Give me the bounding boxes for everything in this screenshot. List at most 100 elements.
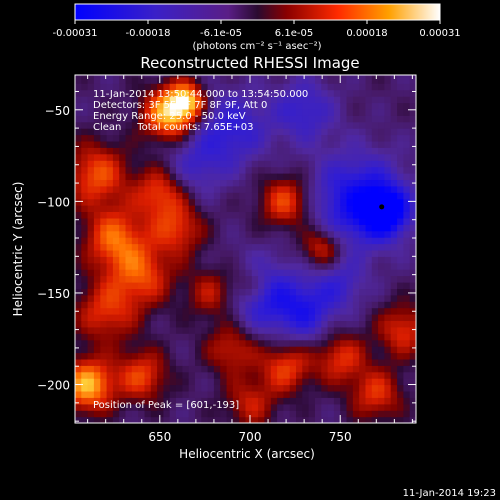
- heatmap-cell: [346, 352, 354, 360]
- heatmap-cell: [239, 185, 247, 193]
- heatmap-cell: [119, 224, 127, 232]
- heatmap-cell: [220, 275, 228, 283]
- heatmap-cell: [150, 76, 158, 84]
- heatmap-cell: [258, 75, 266, 78]
- heatmap-cell: [169, 320, 177, 328]
- heatmap-cell: [296, 333, 303, 341]
- heatmap-cell: [359, 314, 367, 322]
- heatmap-cell: [258, 371, 266, 379]
- heatmap-cell: [131, 102, 139, 110]
- heatmap-cell: [106, 237, 114, 245]
- heatmap-cell: [264, 115, 272, 123]
- heatmap-cell: [321, 205, 329, 213]
- heatmap-cell: [403, 416, 411, 423]
- heatmap-cell: [403, 314, 411, 322]
- heatmap-cell: [93, 76, 101, 84]
- heatmap-cell: [289, 346, 297, 354]
- heatmap-cell: [296, 358, 303, 366]
- heatmap-cell: [112, 147, 120, 155]
- heatmap-cell: [112, 358, 120, 366]
- heatmap-cell: [390, 269, 398, 277]
- heatmap-cell: [169, 358, 177, 366]
- heatmap-cell: [371, 301, 379, 309]
- heatmap-cell: [296, 378, 303, 386]
- heatmap-cell: [308, 275, 316, 283]
- heatmap-cell: [365, 339, 373, 347]
- heatmap-cell: [188, 102, 196, 110]
- heatmap-cell: [390, 282, 398, 290]
- heatmap-cell: [359, 346, 367, 354]
- heatmap-cell: [277, 83, 285, 91]
- heatmap-cell: [81, 275, 89, 283]
- heatmap-cell: [119, 75, 127, 78]
- heatmap-cell: [321, 128, 329, 136]
- heatmap-cell: [150, 282, 158, 290]
- heatmap-cell: [258, 237, 266, 245]
- heatmap-cell: [131, 166, 139, 174]
- heatmap-cell: [188, 410, 196, 418]
- heatmap-cell: [397, 166, 405, 174]
- heatmap-cell: [144, 384, 152, 392]
- heatmap-cell: [264, 153, 272, 161]
- heatmap-cell: [371, 256, 379, 264]
- heatmap-cell: [277, 153, 285, 161]
- heatmap-cell: [176, 314, 183, 322]
- heatmap-cell: [321, 211, 329, 219]
- heatmap-cell: [251, 102, 259, 110]
- heatmap-cell: [207, 320, 215, 328]
- heatmap-cell: [226, 230, 234, 238]
- heatmap-cell: [182, 230, 190, 238]
- heatmap-cell: [176, 358, 183, 366]
- heatmap-cell: [321, 108, 329, 116]
- heatmap-cell: [251, 249, 259, 257]
- heatmap-cell: [119, 153, 127, 161]
- heatmap-cell: [119, 326, 127, 334]
- heatmap-cell: [333, 185, 341, 193]
- heatmap-cell: [359, 211, 367, 219]
- heatmap-cell: [296, 249, 303, 257]
- heatmap-cell: [125, 102, 133, 110]
- heatmap-cell: [213, 403, 221, 411]
- heatmap-cell: [264, 397, 272, 405]
- heatmap-cell: [93, 192, 101, 200]
- heatmap-cell: [302, 96, 310, 104]
- heatmap-cell: [264, 301, 272, 309]
- heatmap-cell: [378, 403, 386, 411]
- colorbar-unit-label: (photons cm⁻² s⁻¹ asec⁻²): [192, 41, 321, 52]
- heatmap-cell: [296, 224, 303, 232]
- heatmap-cell: [138, 96, 146, 104]
- heatmap-cell: [195, 121, 202, 129]
- heatmap-cell: [346, 128, 354, 136]
- heatmap-cell: [333, 282, 341, 290]
- heatmap-cell: [232, 390, 240, 398]
- heatmap-cell: [188, 205, 196, 213]
- heatmap-cell: [289, 237, 297, 245]
- heatmap-cell: [403, 282, 411, 290]
- heatmap-cell: [371, 346, 379, 354]
- heatmap-cell: [125, 371, 133, 379]
- heatmap-cell: [277, 166, 285, 174]
- heatmap-cell: [352, 384, 360, 392]
- heatmap-cell: [87, 390, 95, 398]
- heatmap-cell: [201, 371, 209, 379]
- heatmap-cell: [87, 160, 95, 168]
- heatmap-cell: [213, 160, 221, 168]
- heatmap-cell: [213, 134, 221, 142]
- heatmap-cell: [138, 314, 146, 322]
- heatmap-cell: [390, 352, 398, 360]
- heatmap-cell: [384, 237, 392, 245]
- heatmap-cell: [277, 102, 285, 110]
- heatmap-cell: [188, 378, 196, 386]
- heatmap-cell: [138, 89, 146, 97]
- heatmap-cell: [169, 262, 177, 270]
- heatmap-cell: [277, 301, 285, 309]
- heatmap-cell: [308, 378, 316, 386]
- heatmap-cell: [169, 205, 177, 213]
- heatmap-cell: [163, 314, 171, 322]
- heatmap-cell: [75, 166, 82, 174]
- heatmap-cell: [87, 410, 95, 418]
- heatmap-cell: [352, 75, 360, 78]
- heatmap-cell: [239, 365, 247, 373]
- heatmap-cell: [232, 403, 240, 411]
- heatmap-cell: [371, 153, 379, 161]
